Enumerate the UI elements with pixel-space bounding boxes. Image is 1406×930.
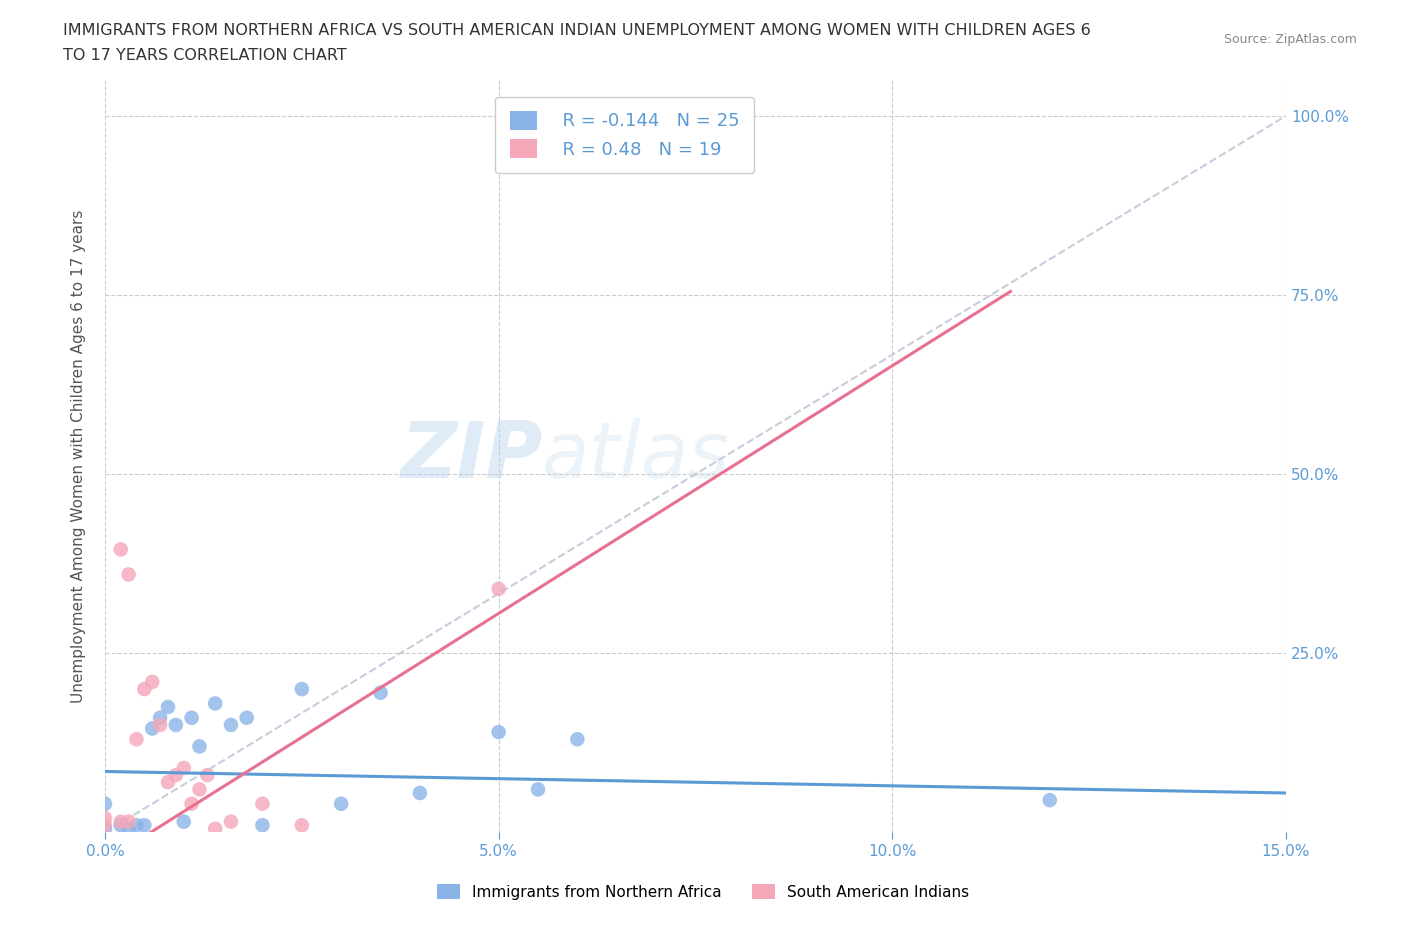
Point (188, 782, 211, 797)
Text: IMMIGRANTS FROM NORTHERN AFRICA VS SOUTH AMERICAN INDIAN UNEMPLOYMENT AMONG WOME: IMMIGRANTS FROM NORTHERN AFRICA VS SOUTH… (63, 23, 1091, 38)
Point (173, 814, 195, 829)
Point (110, 814, 132, 829)
Point (567, 732, 589, 747)
Point (165, 717, 187, 732)
Point (188, 739, 211, 754)
Point (235, 711, 257, 725)
Point (252, 817, 274, 832)
Point (291, 682, 314, 697)
Point (94, 811, 117, 826)
Point (125, 732, 148, 747)
Legend:   R = -0.144   N = 25,   R = 0.48   N = 19: R = -0.144 N = 25, R = 0.48 N = 19 (495, 97, 754, 173)
Point (173, 761, 195, 776)
Point (110, 542, 132, 557)
Point (156, 699, 179, 714)
Point (134, 817, 156, 832)
Point (149, 717, 172, 732)
Point (94, 821, 117, 836)
Point (165, 767, 187, 782)
Point (330, 796, 353, 811)
Point (219, 717, 242, 732)
Point (149, 711, 172, 725)
Point (488, 581, 510, 596)
Point (117, 567, 139, 582)
Point (204, 696, 226, 711)
Point (370, 685, 392, 700)
Point (195, 767, 218, 782)
Point (204, 821, 226, 836)
Point (219, 814, 242, 829)
Point (409, 786, 432, 801)
Text: TO 17 YEARS CORRELATION CHART: TO 17 YEARS CORRELATION CHART (63, 48, 347, 63)
Point (125, 817, 148, 832)
Point (1039, 792, 1062, 807)
Point (141, 721, 163, 736)
Legend: Immigrants from Northern Africa, South American Indians: Immigrants from Northern Africa, South A… (430, 877, 976, 906)
Point (117, 814, 139, 829)
Point (291, 817, 314, 832)
Point (527, 782, 550, 797)
Point (110, 817, 132, 832)
Point (156, 775, 179, 790)
Point (180, 796, 202, 811)
Point (488, 724, 510, 739)
Y-axis label: Unemployment Among Women with Children Ages 6 to 17 years: Unemployment Among Women with Children A… (72, 209, 86, 703)
Text: ZIP: ZIP (399, 418, 541, 494)
Text: Source: ZipAtlas.com: Source: ZipAtlas.com (1223, 33, 1357, 46)
Point (141, 674, 163, 689)
Point (252, 796, 274, 811)
Point (94, 796, 117, 811)
Point (117, 821, 139, 836)
Text: atlas: atlas (541, 418, 730, 494)
Point (94, 817, 117, 832)
Point (180, 711, 202, 725)
Point (134, 682, 156, 697)
